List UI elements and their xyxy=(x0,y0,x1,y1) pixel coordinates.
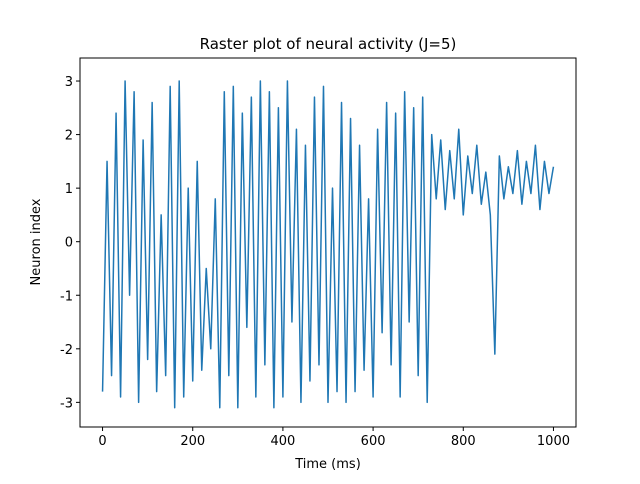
plot-frame xyxy=(79,57,577,428)
y-tick-label: 1 xyxy=(65,182,73,197)
y-tick-label: 2 xyxy=(65,129,73,144)
data-line xyxy=(101,80,555,409)
y-tick-label: -1 xyxy=(60,289,73,304)
x-tick-label: 600 xyxy=(361,434,386,449)
x-tick-label: 400 xyxy=(270,434,295,449)
x-tick-label: 1000 xyxy=(537,434,570,449)
y-tick-label: -2 xyxy=(60,343,73,358)
y-axis-label: Neuron index xyxy=(29,198,44,285)
y-tick-label: 3 xyxy=(65,75,73,90)
x-tick-label: 0 xyxy=(98,434,106,449)
x-axis-label: Time (ms) xyxy=(294,457,361,472)
chart-title: Raster plot of neural activity (J=5) xyxy=(200,35,457,53)
y-tick-label: 0 xyxy=(65,236,73,251)
x-tick-label: 200 xyxy=(180,434,205,449)
y-tick-label: -3 xyxy=(60,396,73,411)
x-tick-label: 800 xyxy=(451,434,476,449)
